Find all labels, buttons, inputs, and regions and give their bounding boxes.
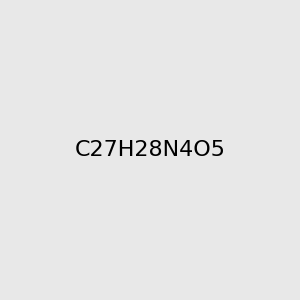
Text: C27H28N4O5: C27H28N4O5 [74,140,226,160]
